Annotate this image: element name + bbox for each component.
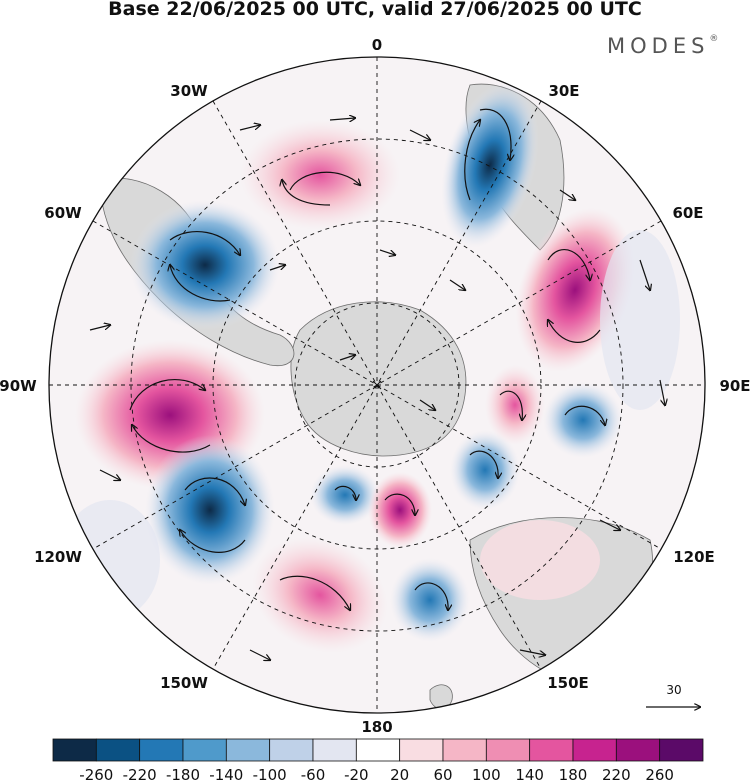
new-zealand-landmass [429,684,453,710]
colorbar-swatch [225,738,271,762]
lon-label-30w: 30W [170,82,208,100]
colorbar-swatch [615,738,661,762]
colorbar-tick-label: 100 [472,766,501,783]
map-title: Base 22/06/2025 00 UTC, valid 27/06/2025… [108,0,642,20]
lon-label-60w: 60W [44,204,82,222]
lon-label-150w: 150W [160,674,208,692]
colorbar-swatch [399,738,444,762]
colorbar-tick-label: 260 [645,766,674,783]
modes-logo: MODES® [607,34,719,58]
colorbar-swatch [182,738,227,762]
reference-vector-label: 30 [666,683,681,697]
colorbar-tick-label: -140 [209,766,243,783]
colorbar-tick-label: -100 [253,766,287,783]
lon-label-150e: 150E [547,674,589,692]
colorbar-swatch [355,738,401,762]
colorbar-tick-label: -60 [301,766,326,783]
colorbar-tick-label: -180 [166,766,200,783]
colorbar-swatch [442,738,487,762]
colorbar-swatch [52,738,97,762]
wind-vector-field [89,108,665,660]
colorbar-swatch [139,738,184,762]
colorbar-swatch [312,738,357,762]
colorbar-tick-label: 20 [390,766,409,783]
colorbar-swatch [269,738,314,762]
colorbar-swatch [659,738,704,762]
lon-label-120e: 120E [673,548,715,566]
colorbar-tick-label: -220 [123,766,157,783]
lon-label-0: 0 [372,36,382,54]
lon-label-90e: 90E [719,377,750,395]
colorbar-tick-label: -20 [344,766,369,783]
colorbar-tick-label: 180 [559,766,588,783]
colorbar-ticks: -260 -220 -180 -140 -100 -60 -20 20 60 100 140 180 2… [79,766,674,783]
colorbar-swatch [572,738,617,762]
colorbar-tick-label: 220 [602,766,631,783]
south-pole-marker [372,380,382,390]
colorbar-tick-label: -260 [79,766,113,783]
antarctica-landmass [290,301,467,457]
lon-label-30e: 30E [548,82,579,100]
colorbar-tick-label: 140 [515,766,544,783]
colorbar-swatch [485,738,531,762]
colorbar [52,738,704,762]
map-boundary [48,56,706,714]
colorbar-swatch [529,738,574,762]
colorbar-tick-label: 60 [433,766,452,783]
lon-label-120w: 120W [34,548,82,566]
colorbar-swatch [95,738,141,762]
lon-label-180: 180 [361,718,392,736]
lon-label-90w: 90W [0,377,37,395]
lon-label-60e: 60E [672,204,703,222]
